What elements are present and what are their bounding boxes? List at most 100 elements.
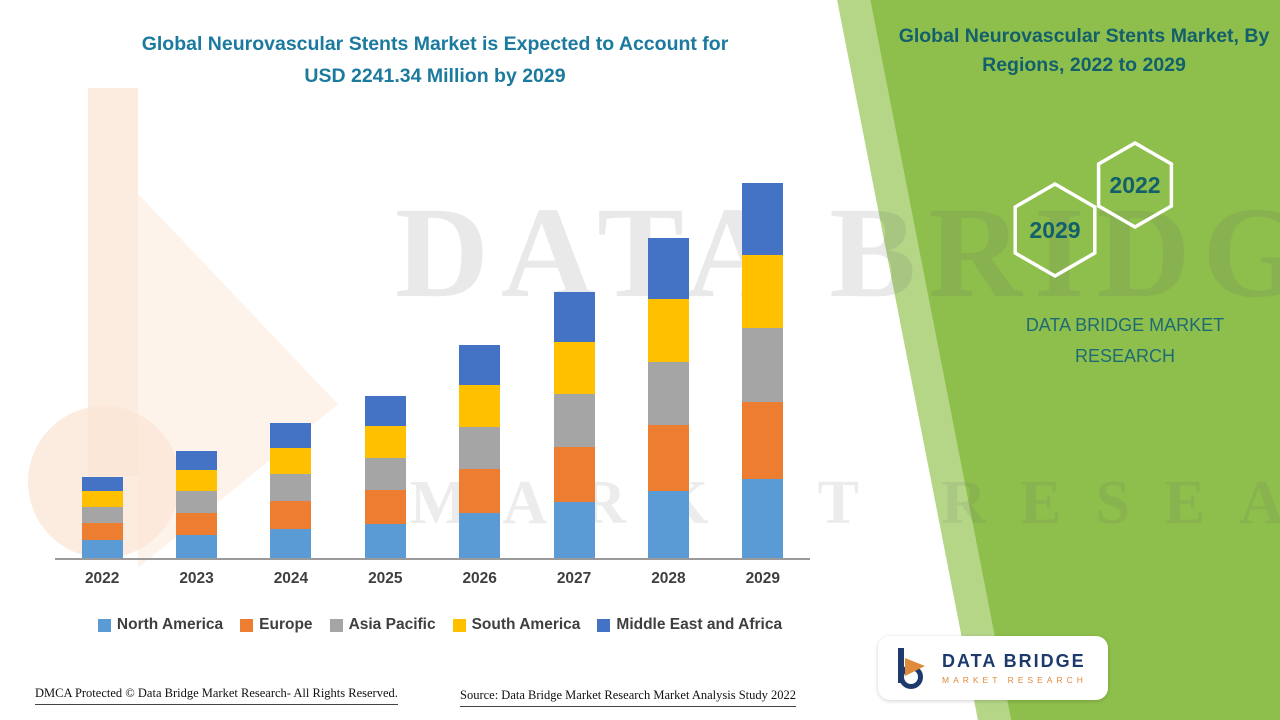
hexagon-2022 [1096,140,1174,230]
company-logo-card: DATA BRIDGE MARKET RESEARCH [878,636,1108,700]
bar-stack [553,292,595,558]
right-panel-title: Global Neurovascular Stents Market, By R… [898,25,1270,77]
legend-label: Asia Pacific [348,616,436,633]
bar-segment-middle-east-and-africa [270,423,312,448]
x-axis-labels: 2022 2023 2024 2025 2026 2027 2028 2029 [55,570,810,588]
bar-segment-south-america [176,470,218,492]
bar-stack [364,396,406,558]
hexagon-2029-label: 2029 [1029,217,1080,243]
bar-segment-middle-east-and-africa [742,183,784,256]
bar-segment-europe [81,523,123,541]
chart-title: Global Neurovascular Stents Market is Ex… [40,28,830,92]
bar-segment-south-america [270,447,312,475]
bar-segment-asia-pacific [270,474,312,502]
dmca-notice: DMCA Protected © Data Bridge Market Rese… [35,686,398,705]
brand-line1: DATA BRIDGE MARKET [1025,315,1225,335]
legend-swatch [329,618,343,632]
bar-segment-europe [364,490,406,524]
hexagon-2022-label: 2022 [1109,172,1160,198]
legend: North America Europe Asia Pacific South Ame… [55,616,825,634]
bar-segment-middle-east-and-africa [459,345,501,386]
bar-segment-asia-pacific [364,458,406,491]
bar-segment-asia-pacific [459,427,501,470]
bar-segment-asia-pacific [81,507,123,524]
brand-line2: RESEARCH [1074,345,1176,366]
legend-swatch [97,618,111,632]
logo-text-block: DATA BRIDGE MARKET RESEARCH [942,651,1087,685]
legend-swatch [597,618,611,632]
bar-stack [742,183,784,558]
bar-segment-asia-pacific [176,491,218,513]
bar-stack [176,450,218,558]
bar-segment-asia-pacific [553,394,595,448]
legend-swatch [452,618,466,632]
bar-stack [270,423,312,558]
bar-segment-south-america [459,385,501,428]
chart-title-line2: USD 2241.34 Million by 2029 [304,65,566,88]
x-axis-label-2022: 2022 [84,570,120,587]
chart-title-line1: Global Neurovascular Stents Market is Ex… [141,33,729,55]
bar-segment-south-america [81,491,123,508]
legend-label: South America [471,616,581,633]
bar-segment-middle-east-and-africa [176,450,218,471]
bar-column-2029 [716,180,810,558]
bar-segment-south-america [553,342,595,395]
bar-segment-europe [647,425,689,491]
bar-segment-south-america [364,426,406,459]
hexagon-2029 [1013,181,1097,279]
x-axis-label-2028: 2028 [651,570,686,587]
bar-stack [459,345,501,558]
brand-wordmark: DATA BRIDGE MARKET RESEARCH [960,310,1280,371]
legend-item-north-america: North America [97,616,224,634]
legend-swatch [240,618,254,632]
bar-column-2022 [55,180,149,558]
bar-segment-north-america [270,529,312,558]
bar-segment-asia-pacific [742,328,784,403]
chart-plot [55,180,810,560]
bar-segment-asia-pacific [647,361,689,425]
bar-segment-north-america [553,501,595,558]
logo-name: DATA BRIDGE [942,651,1086,671]
legend-label: North America [116,616,224,633]
legend-item-middle-east-and-africa: Middle East and Africa [597,616,782,634]
bar-segment-north-america [647,490,689,558]
watermark-text-data-bridge: DATA BRIDGE [395,181,1280,325]
source-note: Source: Data Bridge Market Research Mark… [460,688,797,707]
bar-column-2025 [338,180,432,558]
bar-column-2023 [149,180,243,558]
bar-segment-north-america [459,513,501,558]
logo-subtitle: MARKET RESEARCH [942,675,1087,685]
bar-segment-europe [176,512,218,535]
legend-item-asia-pacific: Asia Pacific [329,616,436,634]
bar-column-2027 [527,180,621,558]
legend-label: Middle East and Africa [616,616,783,633]
bar-segment-north-america [364,523,406,558]
legend-label: Europe [259,616,313,633]
legend-item-europe: Europe [240,616,313,634]
bar-segment-middle-east-and-africa [81,476,123,492]
year-hexagons: 2029 2022 [1013,140,1174,279]
bar-segment-europe [742,402,784,480]
bar-segment-europe [459,469,501,514]
x-axis-label-2027: 2027 [556,570,592,587]
bar-segment-south-america [647,299,689,362]
bar-segment-south-america [742,255,784,329]
bar-segment-north-america [742,479,784,558]
bar-segment-middle-east-and-africa [364,396,406,427]
bar-segment-north-america [176,534,218,558]
bar-segment-europe [553,447,595,502]
bar-segment-europe [270,501,312,530]
bar-segment-north-america [81,540,123,558]
bar-stack [81,476,123,558]
data-bridge-logo-icon [898,648,925,689]
bar-column-2028 [621,180,715,558]
bar-column-2026 [433,180,527,558]
x-axis-label-2024: 2024 [273,570,309,587]
bar-column-2024 [244,180,338,558]
x-axis-label-2025: 2025 [368,570,403,587]
bar-segment-middle-east-and-africa [647,238,689,300]
legend-item-south-america: South America [452,616,581,634]
x-axis-label-2023: 2023 [179,570,214,587]
x-axis-label-2029: 2029 [745,570,781,587]
